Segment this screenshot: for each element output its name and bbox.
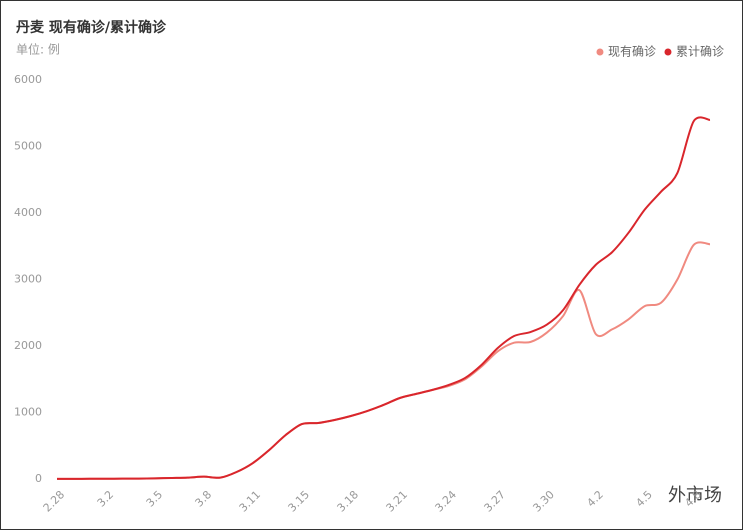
y-tick-label: 6000 — [14, 73, 42, 86]
chart-title: 丹麦 现有确诊/累计确诊 — [16, 19, 167, 36]
legend-label: 累计确诊 — [676, 45, 724, 59]
y-tick-label: 0 — [35, 472, 42, 485]
y-tick-label: 5000 — [14, 140, 42, 153]
watermark: 外市场 — [668, 485, 722, 506]
legend-marker — [596, 48, 604, 56]
y-tick-label: 1000 — [14, 406, 42, 419]
subtitle: 单位: 例 — [16, 42, 60, 57]
y-tick-label: 3000 — [14, 273, 42, 286]
series-line — [56, 116, 711, 480]
legend-label: 现有确诊 — [608, 45, 656, 59]
y-tick-label: 4000 — [14, 206, 42, 219]
y-tick-label: 2000 — [14, 339, 42, 352]
legend-marker — [664, 48, 672, 56]
